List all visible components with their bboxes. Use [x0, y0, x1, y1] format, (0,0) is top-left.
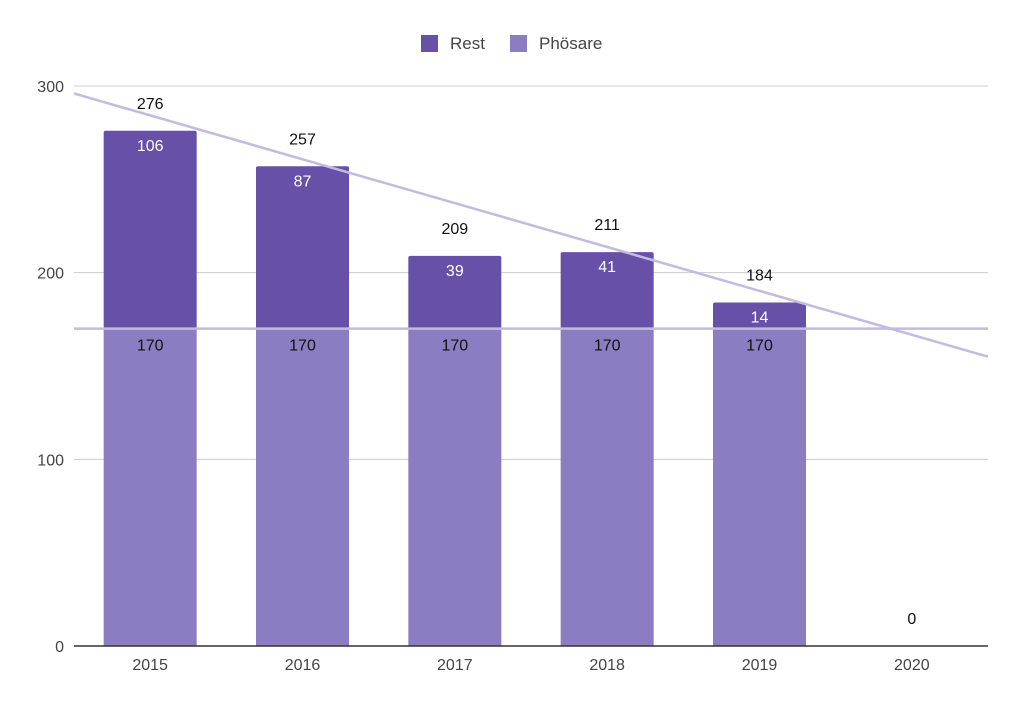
- x-tick-label: 2020: [894, 657, 930, 674]
- gridlines: [74, 85, 988, 460]
- y-tick-label: 200: [37, 266, 64, 283]
- data-label-total: 257: [289, 131, 316, 148]
- data-label-phosare: 170: [289, 338, 316, 355]
- x-tick-label: 2019: [742, 657, 778, 674]
- data-label-rest: 14: [751, 310, 769, 327]
- bar-rest: [256, 166, 349, 329]
- data-label-rest: 39: [446, 263, 464, 280]
- data-label-total: 184: [746, 268, 773, 285]
- bar-phosare: [256, 328, 349, 646]
- overlay-lines: [73, 92, 989, 358]
- bar-rest: [713, 302, 806, 329]
- bar-rest: [103, 130, 197, 329]
- legend: Rest Phösare: [421, 34, 602, 53]
- data-label-phosare: 170: [137, 338, 164, 355]
- data-label-total: 0: [907, 611, 916, 628]
- data-label-phosare: 170: [746, 338, 773, 355]
- data-label-phosare: 170: [594, 338, 621, 355]
- y-axis: 0 100 200 300: [37, 79, 64, 656]
- y-tick-label: 100: [37, 452, 64, 469]
- trend-line: [73, 92, 989, 358]
- data-labels: 170 106 276 170 87 257 170 39 209 170 41 211 170 14 18…: [137, 96, 917, 628]
- x-tick-label: 2018: [589, 657, 625, 674]
- data-label-total: 209: [441, 221, 468, 238]
- x-axis: 2015 2016 2017 2018 2019 2020: [74, 645, 988, 674]
- legend-label-1: Phösare: [539, 34, 602, 53]
- data-label-phosare: 170: [441, 338, 468, 355]
- legend-swatch-1: [510, 35, 527, 52]
- bars: [103, 130, 806, 646]
- bar-phosare: [103, 328, 197, 646]
- bar-phosare: [713, 328, 806, 646]
- legend-label-0: Rest: [450, 34, 485, 53]
- y-tick-label: 300: [37, 79, 64, 96]
- data-label-rest: 41: [598, 259, 616, 276]
- data-label-total: 276: [137, 96, 164, 113]
- bar-rest: [560, 252, 654, 329]
- data-label-rest: 106: [137, 138, 164, 155]
- y-tick-label: 0: [55, 639, 64, 656]
- bar-phosare: [408, 328, 502, 646]
- x-tick-label: 2015: [132, 657, 168, 674]
- legend-swatch-0: [421, 35, 438, 52]
- x-tick-label: 2016: [285, 657, 321, 674]
- x-tick-label: 2017: [437, 657, 473, 674]
- bar-phosare: [560, 328, 654, 646]
- data-label-total: 211: [594, 217, 620, 234]
- data-label-rest: 87: [294, 173, 312, 190]
- bar-rest: [408, 255, 502, 329]
